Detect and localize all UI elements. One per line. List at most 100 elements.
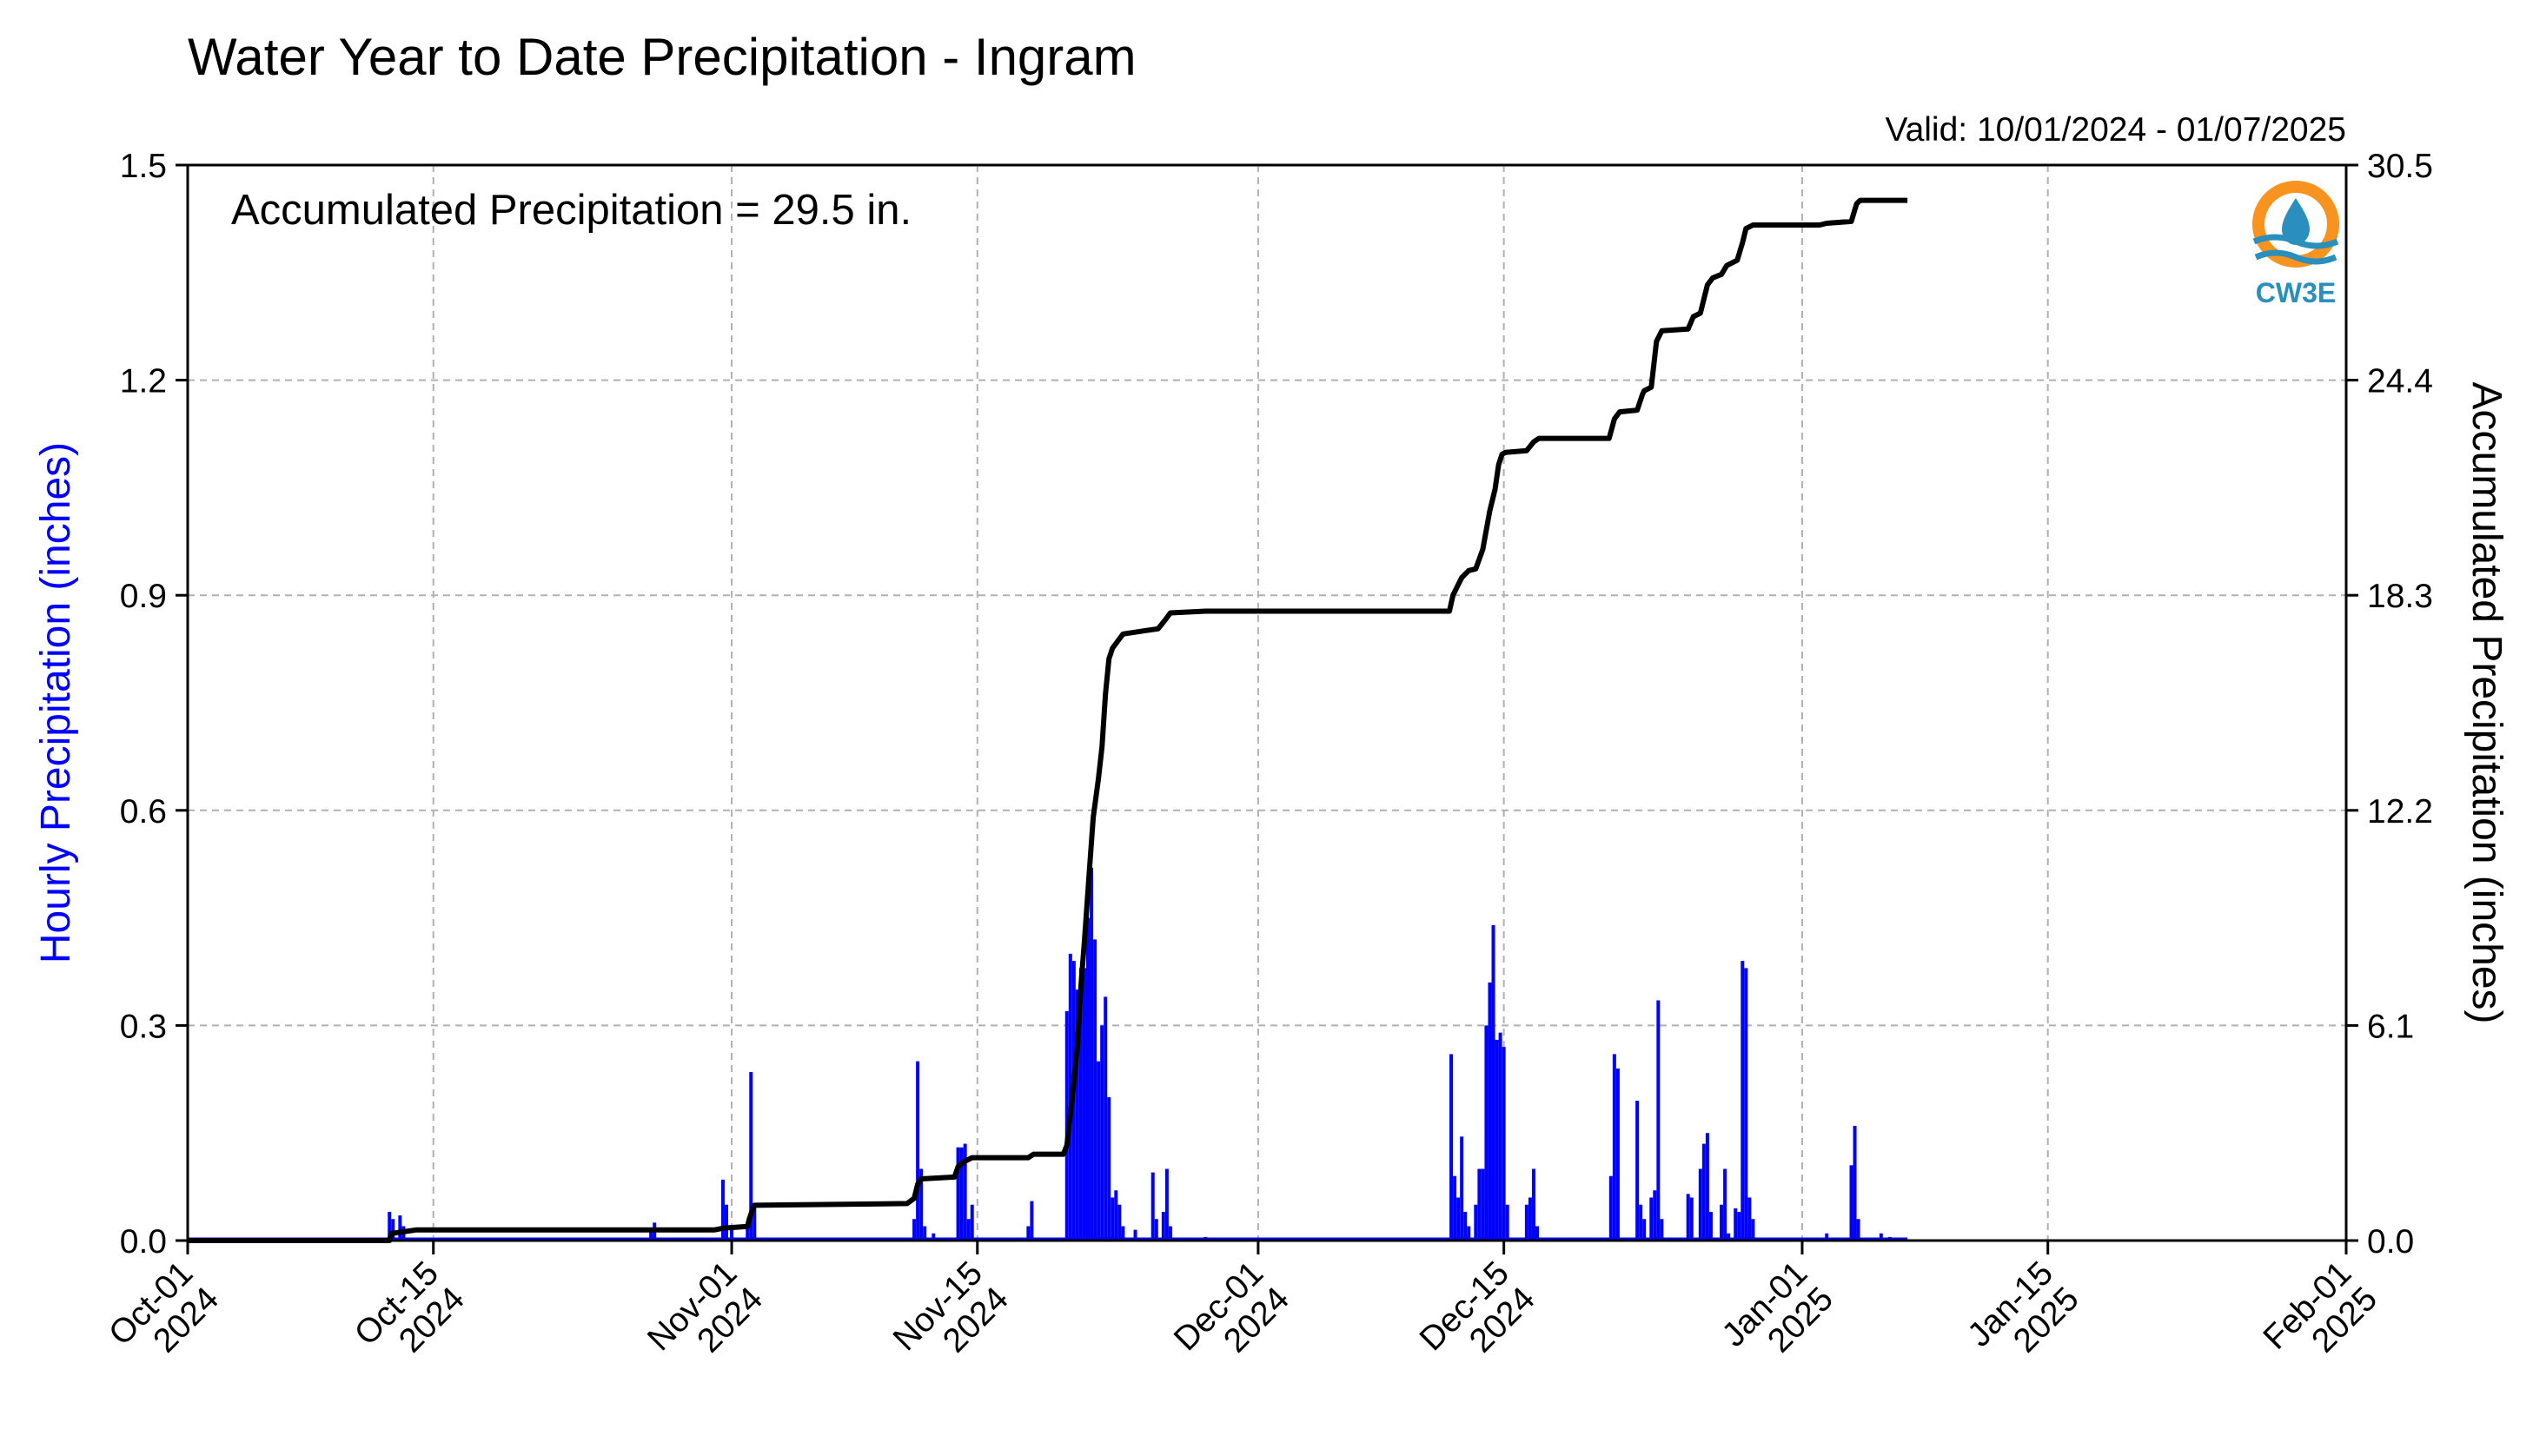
hourly-bar	[1114, 1190, 1118, 1241]
hourly-bar	[919, 1168, 924, 1241]
hourly-bar	[749, 1072, 753, 1241]
hourly-bar	[1484, 1025, 1489, 1241]
cw3e-logo: CW3E	[2252, 181, 2339, 308]
hourly-bar	[959, 1147, 964, 1241]
hourly-bar	[932, 1233, 936, 1241]
hourly-bar	[1498, 1032, 1502, 1241]
hourly-bar	[1642, 1219, 1647, 1241]
hourly-bar	[1608, 1175, 1613, 1241]
plot-frame	[186, 163, 2348, 1242]
hourly-bar	[1150, 1172, 1155, 1241]
hourly-bar	[966, 1219, 971, 1241]
hourly-bar	[1100, 1025, 1104, 1241]
hourly-bar	[1488, 982, 1492, 1241]
gridlines	[188, 165, 2346, 1241]
hourly-bar	[1460, 1136, 1464, 1241]
hourly-bar	[398, 1215, 402, 1241]
hourly-bar	[1649, 1197, 1654, 1241]
hourly-bar	[1698, 1168, 1702, 1241]
hourly-bar	[1660, 1219, 1664, 1241]
hourly-bar	[753, 1204, 757, 1241]
hourly-bars	[188, 867, 1908, 1241]
y-tick-label: 0.3	[120, 1008, 167, 1045]
y-axis-label-left: Hourly Precipitation (inches)	[33, 442, 79, 963]
hourly-bar	[970, 1204, 974, 1241]
hourly-bar	[730, 1226, 734, 1241]
hourly-bar	[1030, 1201, 1034, 1241]
hourly-bar	[1656, 1000, 1661, 1241]
hourly-bar	[956, 1147, 960, 1241]
hourly-bar	[1121, 1226, 1125, 1241]
hourly-bar	[1474, 1204, 1478, 1241]
chart-title: Water Year to Date Precipitation - Ingra…	[188, 28, 1137, 86]
logo-wave-icon	[2252, 234, 2339, 249]
hourly-bar	[1734, 1208, 1738, 1241]
hourly-bar	[1720, 1204, 1724, 1241]
accumulated-line	[188, 197, 1908, 1243]
hourly-bar	[1467, 1226, 1471, 1241]
hourly-bar	[916, 1061, 920, 1241]
hourly-bar	[1612, 1054, 1616, 1241]
hourly-bar	[649, 1229, 653, 1241]
hourly-bar	[1615, 1068, 1620, 1241]
hourly-bar	[1107, 1096, 1111, 1241]
hourly-bar	[1535, 1226, 1540, 1241]
left-y-axis: 0.0 0.3 0.6 0.9 1.2 1.5	[120, 148, 188, 1261]
hourly-bar	[388, 1211, 392, 1241]
hourly-bar	[1639, 1204, 1643, 1241]
hourly-bar	[1751, 1219, 1755, 1241]
valid-date-range: Valid: 10/01/2024 - 01/07/2025	[1885, 111, 2346, 149]
y2-tick-label: 24.4	[2367, 363, 2433, 400]
hourly-bar	[1090, 867, 1094, 1241]
hourly-bar	[1097, 1061, 1101, 1241]
y-tick-label: 0.9	[120, 578, 167, 615]
hourly-bar	[1491, 924, 1495, 1241]
hourly-bar	[1161, 1211, 1165, 1241]
hourly-bar	[1653, 1190, 1657, 1241]
hourly-bar	[923, 1226, 927, 1241]
hourly-bar	[1825, 1233, 1829, 1241]
y2-tick-label: 6.1	[2367, 1008, 2414, 1045]
hourly-bar	[720, 1179, 725, 1241]
hourly-bar	[963, 1143, 967, 1241]
y-tick-label: 0.6	[120, 793, 167, 831]
hourly-bar	[1495, 1039, 1499, 1241]
y2-tick-label: 18.3	[2367, 578, 2433, 615]
right-y-axis: 0.0 6.1 12.2 18.3 24.4 30.5	[2346, 148, 2433, 1261]
y-tick-label: 0.0	[120, 1223, 167, 1261]
logo-drop-icon	[2282, 198, 2310, 245]
hourly-bar	[1701, 1143, 1706, 1241]
hourly-bar	[1453, 1175, 1457, 1241]
hourly-bar	[1505, 1204, 1509, 1241]
hourly-bar	[1463, 1211, 1468, 1241]
hourly-bar	[1747, 1197, 1752, 1241]
hourly-bar	[1723, 1168, 1727, 1241]
hourly-bar	[1449, 1054, 1454, 1241]
hourly-bar	[1849, 1165, 1853, 1241]
hourly-bar	[1744, 968, 1748, 1241]
hourly-bar	[1528, 1197, 1532, 1241]
hourly-bar	[1093, 939, 1097, 1241]
hourly-bar	[746, 1226, 750, 1241]
hourly-bar	[1502, 1047, 1506, 1241]
y2-tick-label: 30.5	[2367, 148, 2433, 185]
hourly-bar	[1737, 1211, 1741, 1241]
hourly-bar	[391, 1219, 395, 1241]
y2-tick-label: 12.2	[2367, 793, 2433, 831]
hourly-bar	[1078, 968, 1083, 1241]
logo-wave-icon-2	[2254, 249, 2337, 265]
accumulated-annotation: Accumulated Precipitation = 29.5 in.	[231, 187, 912, 234]
hourly-bar	[1477, 1168, 1482, 1241]
hourly-bar	[1168, 1226, 1172, 1241]
hourly-bar	[1026, 1226, 1031, 1241]
hourly-bar	[1727, 1233, 1731, 1241]
hourly-bar	[1164, 1168, 1169, 1241]
